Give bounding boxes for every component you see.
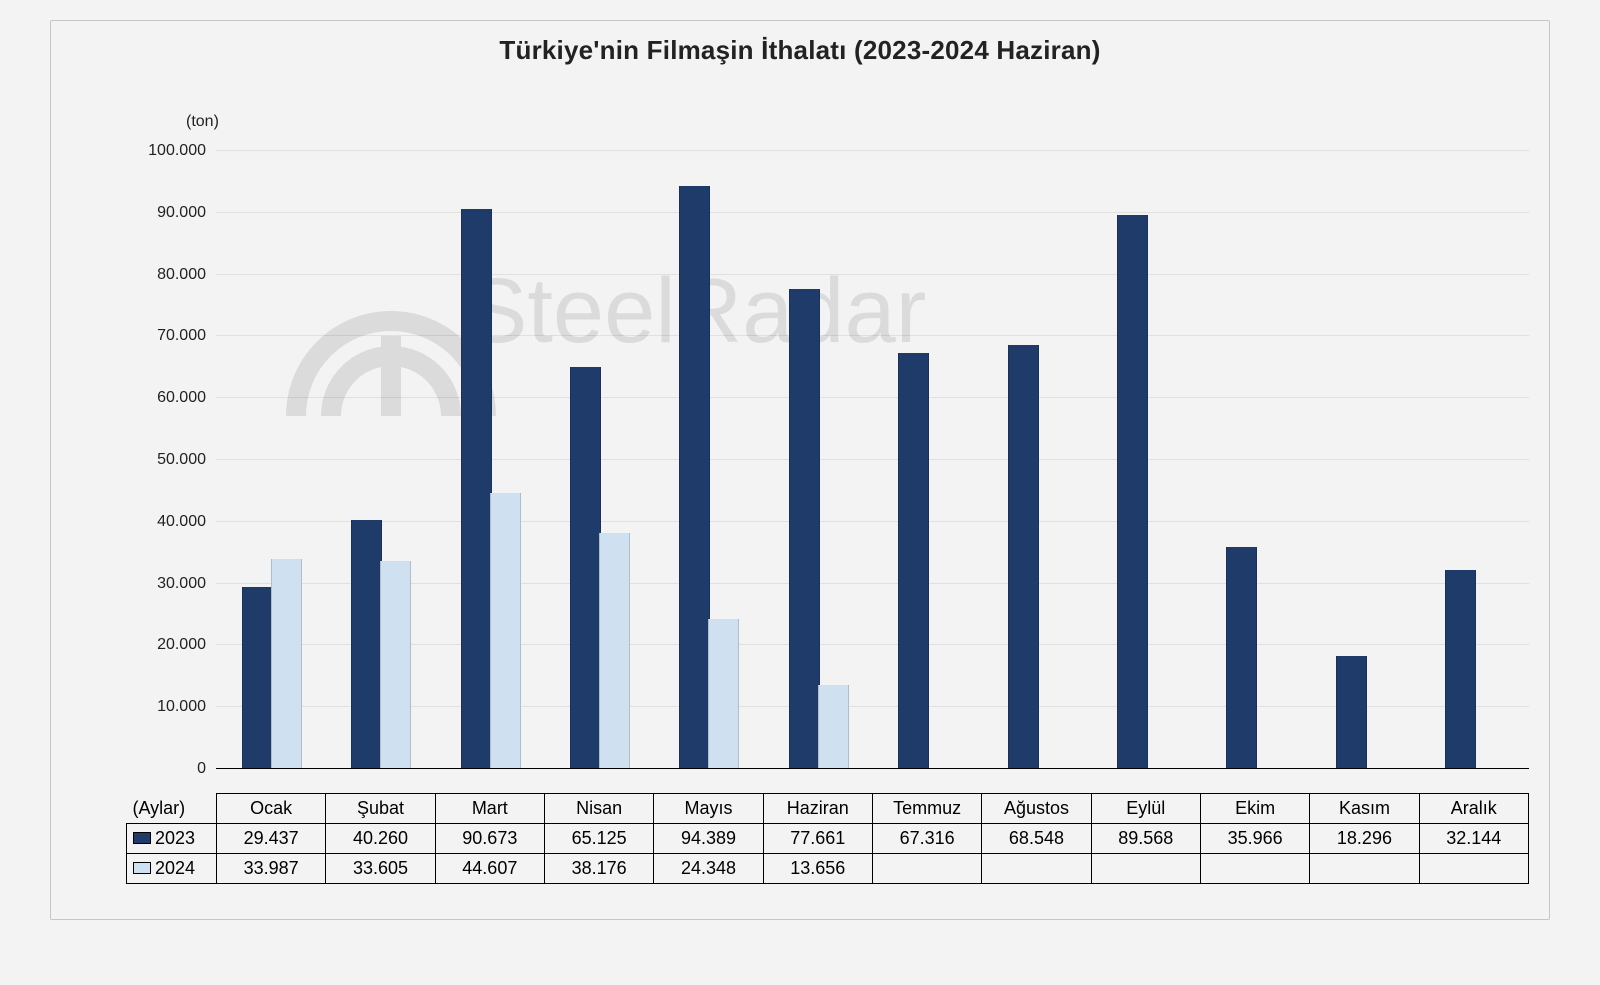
- x-axis-label: (Aylar): [127, 794, 217, 824]
- month-header: Kasım: [1310, 794, 1419, 824]
- month-header: Haziran: [763, 794, 872, 824]
- bar-2023-haziran: [789, 289, 820, 769]
- bar-2024-mayıs: [708, 619, 739, 769]
- chart-container: Türkiye'nin Filmaşin İthalatı (2023-2024…: [50, 20, 1550, 920]
- table-cell: 38.176: [544, 854, 653, 884]
- table-cell: 18.296: [1310, 824, 1419, 854]
- plot-area-wrap: SteelRadar 010.00020.00030.00040.00050.0…: [216, 151, 1529, 769]
- y-tick-label: 50.000: [157, 451, 216, 469]
- table-cell: 68.548: [982, 824, 1091, 854]
- month-header: Ağustos: [982, 794, 1091, 824]
- table-cell: 32.144: [1419, 824, 1528, 854]
- legend-swatch-icon: [133, 832, 151, 844]
- bar-2023-ekim: [1226, 547, 1257, 769]
- plot-area: SteelRadar 010.00020.00030.00040.00050.0…: [216, 151, 1529, 769]
- bar-2023-aralık: [1445, 570, 1476, 769]
- bar-2023-ocak: [242, 587, 273, 769]
- y-tick-label: 0: [197, 760, 216, 778]
- table-cell: 35.966: [1200, 824, 1309, 854]
- month-header: Aralık: [1419, 794, 1528, 824]
- y-tick-label: 60.000: [157, 389, 216, 407]
- legend-swatch-icon: [133, 862, 151, 874]
- bars-layer: [216, 151, 1529, 769]
- series-header-2024: 2024: [127, 854, 217, 884]
- y-tick-label: 20.000: [157, 636, 216, 654]
- y-tick-label: 40.000: [157, 513, 216, 531]
- table-cell: [1091, 854, 1200, 884]
- y-tick-label: 90.000: [157, 204, 216, 222]
- bar-2024-haziran: [818, 685, 849, 769]
- month-header: Mayıs: [654, 794, 763, 824]
- table-cell: [982, 854, 1091, 884]
- table-cell: 90.673: [435, 824, 544, 854]
- y-tick-label: 70.000: [157, 327, 216, 345]
- month-header: Ekim: [1200, 794, 1309, 824]
- table-cell: 24.348: [654, 854, 763, 884]
- y-tick-label: 10.000: [157, 698, 216, 716]
- month-header: Şubat: [326, 794, 435, 824]
- table-cell: 77.661: [763, 824, 872, 854]
- month-header: Temmuz: [872, 794, 981, 824]
- table-cell: 65.125: [544, 824, 653, 854]
- y-tick-label: 100.000: [148, 142, 216, 160]
- bar-2023-temmuz: [898, 353, 929, 769]
- bar-2023-mayıs: [679, 186, 710, 769]
- month-header: Nisan: [544, 794, 653, 824]
- table-cell: 29.437: [217, 824, 326, 854]
- table-cell: 33.605: [326, 854, 435, 884]
- table-cell: [1310, 854, 1419, 884]
- data-table: (Aylar)OcakŞubatMartNisanMayısHaziranTem…: [126, 793, 1529, 884]
- data-table-area: (Aylar)OcakŞubatMartNisanMayısHaziranTem…: [126, 793, 1529, 884]
- bar-2023-nisan: [570, 367, 601, 769]
- table-cell: 89.568: [1091, 824, 1200, 854]
- bar-2024-mart: [490, 493, 521, 769]
- y-tick-label: 30.000: [157, 575, 216, 593]
- month-header: Eylül: [1091, 794, 1200, 824]
- table-cell: [1200, 854, 1309, 884]
- table-cell: [872, 854, 981, 884]
- x-axis-line: [216, 768, 1529, 769]
- y-tick-label: 80.000: [157, 266, 216, 284]
- month-header: Mart: [435, 794, 544, 824]
- bar-2024-şubat: [380, 561, 411, 769]
- bar-2024-ocak: [271, 559, 302, 769]
- series-header-2023: 2023: [127, 824, 217, 854]
- month-header: Ocak: [217, 794, 326, 824]
- bar-2023-mart: [461, 209, 492, 769]
- table-cell: 44.607: [435, 854, 544, 884]
- bar-2023-ağustos: [1008, 345, 1039, 769]
- table-cell: 67.316: [872, 824, 981, 854]
- y-axis-unit-label: (ton): [186, 113, 219, 131]
- table-cell: 13.656: [763, 854, 872, 884]
- table-cell: 94.389: [654, 824, 763, 854]
- series-name: 2024: [155, 858, 195, 878]
- table-cell: [1419, 854, 1528, 884]
- bar-2023-şubat: [351, 520, 382, 769]
- bar-2023-kasım: [1336, 656, 1367, 769]
- table-cell: 40.260: [326, 824, 435, 854]
- bar-2023-eylül: [1117, 215, 1148, 769]
- table-cell: 33.987: [217, 854, 326, 884]
- series-name: 2023: [155, 828, 195, 848]
- bar-2024-nisan: [599, 533, 630, 769]
- chart-title: Türkiye'nin Filmaşin İthalatı (2023-2024…: [51, 21, 1549, 66]
